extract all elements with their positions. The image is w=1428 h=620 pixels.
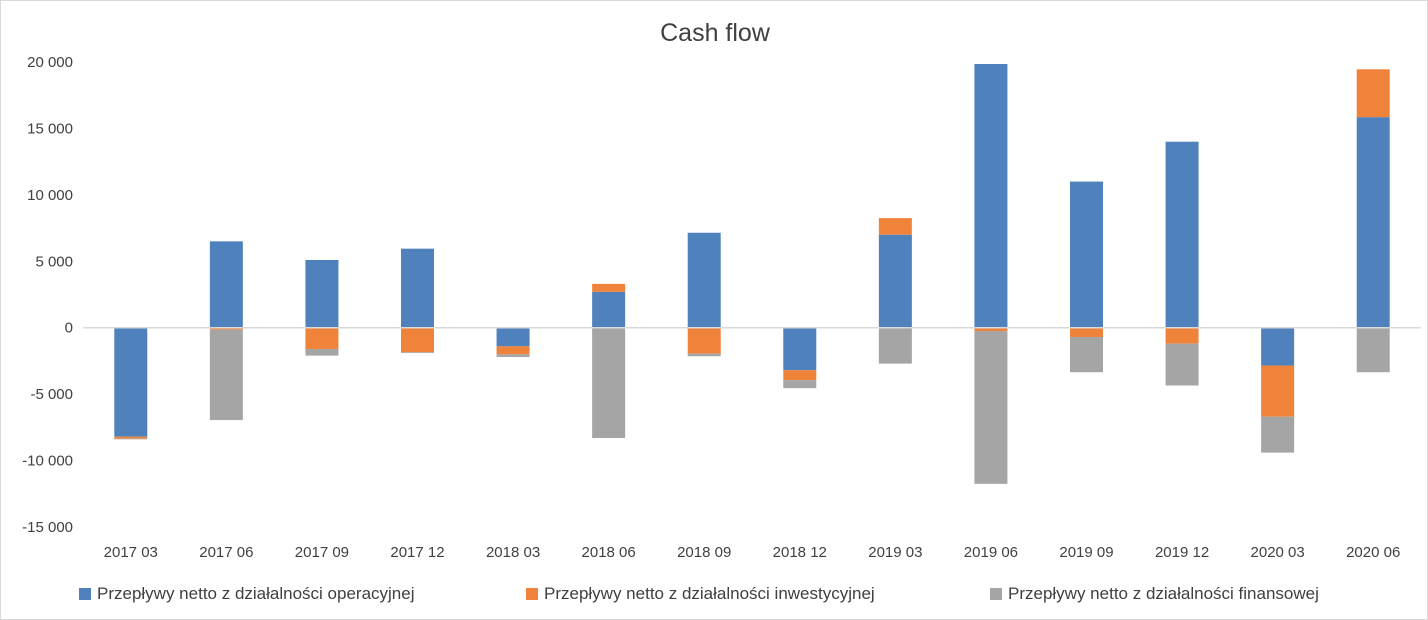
bar-segment-investing <box>783 370 817 381</box>
chart-legend: Przepływy netto z działalności operacyjn… <box>1 584 1428 608</box>
bar-segment-financing <box>783 380 817 389</box>
bar-segment-investing <box>878 218 912 235</box>
bar-segment-operating <box>114 327 148 437</box>
x-tick-label: 2017 06 <box>199 544 253 561</box>
bar-segment-operating <box>783 327 817 371</box>
bar-segment-investing <box>1165 327 1199 344</box>
bar-segment-investing <box>401 327 434 353</box>
bar-segment-financing <box>687 353 721 357</box>
legend-swatch-financing <box>990 588 1002 600</box>
bar-segment-financing <box>1165 343 1199 386</box>
x-tick-label: 2018 06 <box>582 544 636 561</box>
y-tick-label: -15 000 <box>22 519 73 536</box>
y-tick-label: 15 000 <box>27 120 73 137</box>
bar-segment-operating <box>1165 141 1199 328</box>
bar-segment-financing <box>974 331 1008 484</box>
x-tick-label: 2019 03 <box>868 544 922 561</box>
x-tick-label: 2017 03 <box>104 544 158 561</box>
legend-item-financing: Przepływy netto z działalności finansowe… <box>990 584 1319 604</box>
x-tick-label: 2018 03 <box>486 544 540 561</box>
legend-label-investing: Przepływy netto z działalności inwestycy… <box>544 584 875 603</box>
legend-item-investing: Przepływy netto z działalności inwestycy… <box>526 584 875 604</box>
x-tick-label: 2017 09 <box>295 544 349 561</box>
bar-segment-investing <box>1261 365 1295 417</box>
bar-segment-financing <box>878 327 912 364</box>
legend-swatch-operating <box>79 588 91 600</box>
bar-segment-operating <box>687 232 721 328</box>
bar-segment-financing <box>1356 327 1390 373</box>
bar-segment-financing <box>1070 337 1103 373</box>
bar-segment-financing <box>209 329 243 421</box>
bar-segment-investing <box>687 327 721 354</box>
y-tick-label: 5 000 <box>35 253 73 270</box>
x-tick-label: 2018 09 <box>677 544 731 561</box>
bar-segment-operating <box>1356 117 1390 328</box>
x-tick-label: 2019 12 <box>1155 544 1209 561</box>
bar-segment-operating <box>401 248 434 328</box>
bar-segment-investing <box>1070 327 1103 338</box>
bar-segment-financing <box>114 438 148 440</box>
bar-segment-financing <box>1261 416 1295 453</box>
bar-segment-investing <box>496 346 530 355</box>
bar-segment-operating <box>1070 181 1103 328</box>
chart-plot-area: 20 000 15 000 10 000 5 000 0 -5 000 -10 000 -15… <box>22 54 1421 561</box>
x-tick-label: 2019 09 <box>1059 544 1113 561</box>
bar-segment-financing <box>401 352 434 353</box>
bar-segment-investing <box>1356 69 1390 118</box>
bar-segment-investing <box>114 436 148 439</box>
legend-item-operating: Przepływy netto z działalności operacyjn… <box>79 584 415 604</box>
legend-swatch-investing <box>526 588 538 600</box>
bar-segment-operating <box>305 259 339 328</box>
bar-segment-investing <box>305 327 339 349</box>
bar-segment-operating <box>496 327 530 347</box>
bar-segment-financing <box>305 348 339 356</box>
y-tick-label: 10 000 <box>27 187 73 204</box>
bar-segment-financing <box>592 327 626 438</box>
bar-segment-investing <box>209 327 243 330</box>
bar-segment-operating <box>974 63 1008 328</box>
bar-segment-operating <box>209 241 243 328</box>
bar-segment-operating <box>592 291 626 328</box>
x-tick-label: 2020 03 <box>1251 544 1305 561</box>
bar-segment-investing <box>592 283 626 292</box>
bar-segment-financing <box>496 354 530 357</box>
x-tick-label: 2019 06 <box>964 544 1018 561</box>
y-tick-label: -5 000 <box>30 386 73 403</box>
x-tick-label: 2020 06 <box>1346 544 1400 561</box>
x-tick-label: 2018 12 <box>773 544 827 561</box>
legend-label-operating: Przepływy netto z działalności operacyjn… <box>97 584 415 603</box>
y-tick-label: 20 000 <box>27 54 73 71</box>
legend-label-financing: Przepływy netto z działalności finansowe… <box>1008 584 1319 603</box>
y-tick-label: -10 000 <box>22 453 73 470</box>
bar-segment-investing <box>974 327 1008 332</box>
bar-segment-operating <box>1261 327 1295 366</box>
x-tick-label: 2017 12 <box>390 544 444 561</box>
y-tick-label: 0 <box>65 320 73 337</box>
bar-segment-operating <box>878 234 912 328</box>
chart-title: Cash flow <box>660 19 770 47</box>
